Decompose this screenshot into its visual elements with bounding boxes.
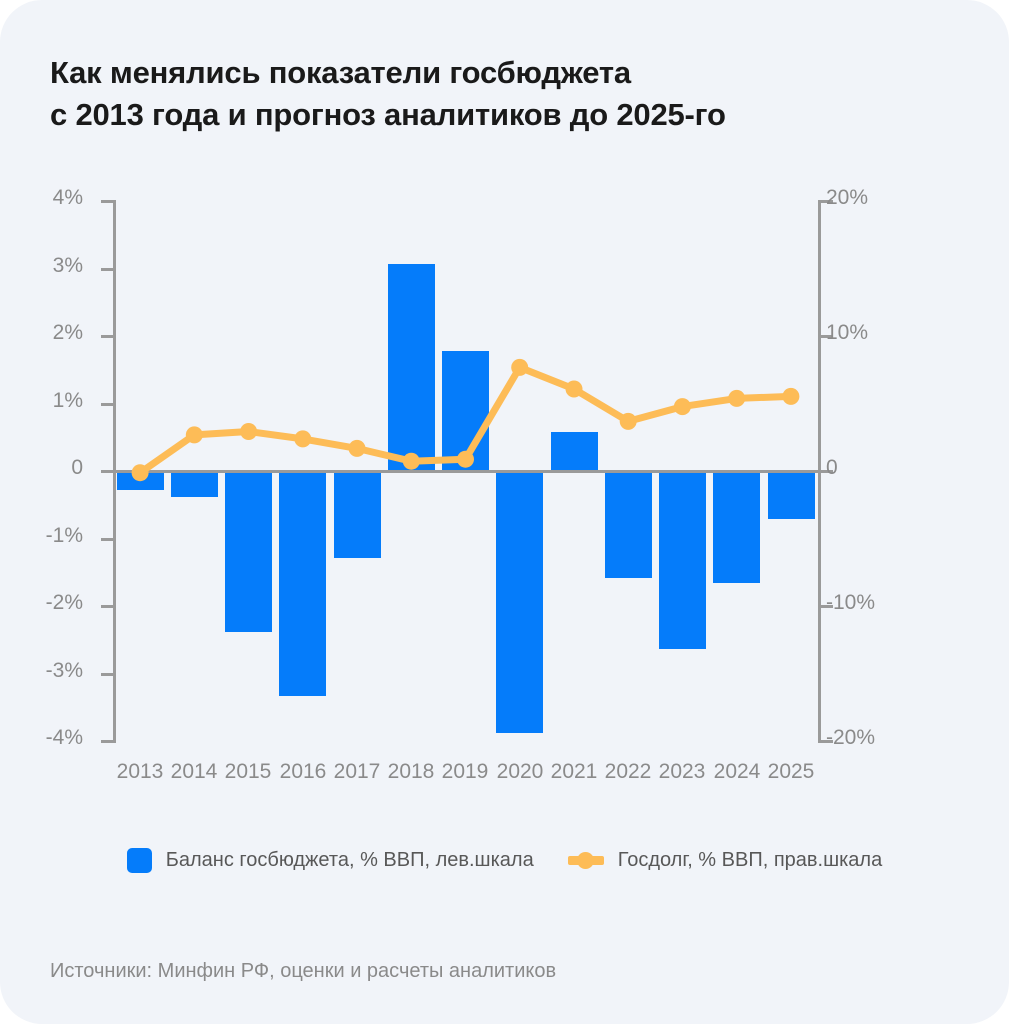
bar-2013 bbox=[117, 470, 164, 490]
y-tick-left bbox=[101, 335, 113, 338]
legend-label-budget-balance: Баланс госбюджета, % ВВП, лев.шкала bbox=[165, 849, 534, 871]
bar-2018 bbox=[388, 264, 435, 470]
y-tick-left bbox=[101, 200, 113, 203]
y-tick-label-left: -4% bbox=[45, 726, 83, 749]
y-tick-left bbox=[101, 538, 113, 541]
y-tick-right bbox=[821, 335, 833, 338]
bar-2023 bbox=[659, 470, 706, 649]
line-point-2024 bbox=[728, 389, 746, 407]
bar-2022 bbox=[605, 470, 652, 578]
y-tick-left bbox=[101, 268, 113, 271]
page-title-line-2: с 2013 года и прогноз аналитиков до 2025… bbox=[50, 96, 726, 132]
x-tick-label-2025: 2025 bbox=[767, 760, 815, 783]
x-tick-label-2021: 2021 bbox=[550, 760, 598, 783]
x-tick-label-2023: 2023 bbox=[658, 760, 706, 783]
line-point-2023 bbox=[673, 398, 691, 416]
y-tick-label-left: 1% bbox=[52, 389, 83, 412]
y-tick-right bbox=[821, 470, 833, 473]
bar-2017 bbox=[334, 470, 381, 558]
y-tick-left bbox=[101, 740, 113, 743]
bar-2016 bbox=[279, 470, 326, 696]
zero-baseline bbox=[113, 470, 821, 473]
line-point-2021 bbox=[565, 380, 583, 398]
x-tick-label-2018: 2018 bbox=[387, 760, 435, 783]
bar-2021 bbox=[551, 432, 598, 470]
bar-2019 bbox=[442, 351, 489, 470]
x-tick-label-2020: 2020 bbox=[496, 760, 544, 783]
y-tick-label-right: 0 bbox=[826, 456, 838, 479]
x-tick-label-2019: 2019 bbox=[441, 760, 489, 783]
x-tick-label-2022: 2022 bbox=[604, 760, 652, 783]
bar-2020 bbox=[496, 470, 543, 733]
y-tick-right bbox=[821, 740, 833, 743]
y-tick-left bbox=[101, 673, 113, 676]
legend-line-dot-swatch-icon bbox=[567, 852, 604, 869]
y-tick-label-left: 0 bbox=[71, 456, 83, 479]
line-point-2015 bbox=[240, 423, 258, 440]
y-tick-label-left: -1% bbox=[45, 524, 83, 547]
y-tick-label-right: -20% bbox=[826, 726, 876, 749]
y-tick-left bbox=[101, 403, 113, 406]
line-point-2025 bbox=[782, 387, 800, 405]
y-tick-left bbox=[101, 470, 113, 473]
y-tick-label-left: -3% bbox=[45, 659, 83, 682]
x-tick-label-2024: 2024 bbox=[713, 760, 761, 783]
bar-2024 bbox=[713, 470, 760, 583]
x-tick-label-2014: 2014 bbox=[170, 760, 218, 783]
y-tick-label-right: 20% bbox=[826, 186, 869, 209]
y-tick-label-right: 10% bbox=[826, 321, 869, 344]
y-tick-left bbox=[101, 605, 113, 608]
bar-2014 bbox=[171, 470, 218, 497]
line-point-2016 bbox=[294, 430, 312, 448]
legend-item-budget-balance: Баланс госбюджета, % ВВП, лев.шкала bbox=[126, 848, 534, 873]
x-tick-label-2013: 2013 bbox=[116, 760, 164, 783]
y-tick-label-left: -2% bbox=[45, 591, 83, 614]
line-point-2022 bbox=[619, 412, 637, 430]
source-note: Источники: Минфин РФ, оценки и расчеты а… bbox=[50, 960, 557, 982]
bar-2025 bbox=[768, 470, 815, 519]
bar-2015 bbox=[225, 470, 272, 632]
legend-bar-swatch-icon bbox=[126, 848, 152, 873]
y-tick-right bbox=[821, 200, 833, 203]
page-title-line-1: Как менялись показатели госбюджета bbox=[50, 55, 631, 90]
x-tick-label-2015: 2015 bbox=[224, 760, 272, 783]
line-point-2014 bbox=[185, 426, 203, 444]
y-tick-label-left: 2% bbox=[52, 321, 83, 344]
line-point-2017 bbox=[348, 439, 366, 457]
x-tick-label-2017: 2017 bbox=[333, 760, 381, 783]
y-tick-label-left: 3% bbox=[52, 254, 83, 277]
line-point-2020 bbox=[511, 358, 529, 376]
chart-legend: Баланс госбюджета, % ВВП, лев.шкала Госд… bbox=[0, 848, 1009, 873]
x-tick-label-2016: 2016 bbox=[279, 760, 327, 783]
y-tick-label-left: 4% bbox=[52, 186, 83, 209]
page-title: Как менялись показатели госбюджета с 201… bbox=[50, 52, 970, 136]
legend-label-state-debt: Госдолг, % ВВП, прав.шкала bbox=[617, 849, 883, 871]
legend-item-state-debt: Госдолг, % ВВП, прав.шкала bbox=[567, 849, 883, 872]
y-tick-right bbox=[821, 605, 833, 608]
y-tick-label-right: -10% bbox=[826, 591, 876, 614]
